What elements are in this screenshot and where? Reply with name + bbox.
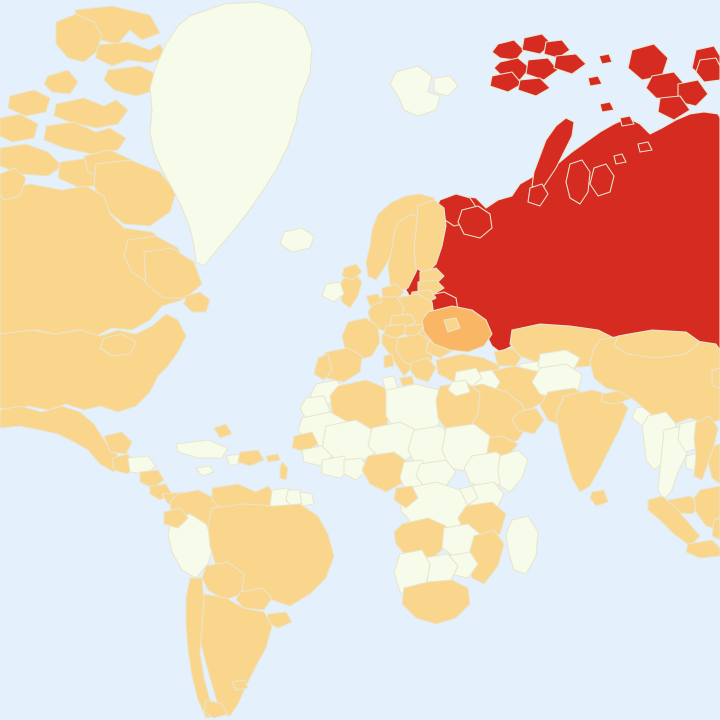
region-honduras[interactable]	[128, 456, 156, 474]
region-arctic-islet-2[interactable]	[588, 76, 602, 86]
region-franz-josef-3[interactable]	[544, 40, 570, 58]
region-lesser-antilles[interactable]	[280, 462, 288, 480]
region-papua-sliver[interactable]	[712, 518, 720, 540]
region-greece[interactable]	[410, 358, 436, 382]
region-borneo[interactable]	[694, 486, 720, 530]
region-estonia[interactable]	[420, 268, 444, 284]
region-newfoundland[interactable]	[184, 292, 210, 312]
region-sardinia[interactable]	[384, 354, 394, 368]
region-gydan[interactable]	[590, 164, 614, 196]
region-arctic-islet-5[interactable]	[638, 142, 652, 152]
region-arctic-islet-1[interactable]	[599, 54, 612, 64]
region-finland[interactable]	[414, 200, 446, 274]
region-denmark[interactable]	[382, 284, 404, 300]
region-myanmar[interactable]	[642, 412, 676, 470]
region-franz-josef-6[interactable]	[554, 54, 586, 74]
region-franz-josef-8[interactable]	[518, 78, 550, 96]
region-svalbard[interactable]	[390, 66, 440, 116]
region-jamaica[interactable]	[196, 466, 214, 476]
region-canada-arctic-10[interactable]	[0, 144, 62, 176]
region-peru[interactable]	[168, 514, 214, 578]
region-canada-arctic-7[interactable]	[54, 98, 128, 128]
region-georgia-caucasus[interactable]	[494, 348, 522, 366]
region-canada-arctic-3[interactable]	[56, 14, 102, 62]
region-austria[interactable]	[384, 324, 410, 338]
region-portugal[interactable]	[314, 354, 332, 380]
region-argentina[interactable]	[196, 594, 272, 716]
region-ireland[interactable]	[322, 282, 344, 302]
region-new-siberian-islands[interactable]	[696, 58, 720, 82]
region-svalbard-east[interactable]	[434, 76, 458, 96]
region-iceland[interactable]	[280, 228, 314, 252]
region-philippines[interactable]	[708, 444, 720, 484]
region-canada-arctic-8[interactable]	[0, 114, 38, 142]
region-yucatan[interactable]	[104, 432, 132, 454]
region-canada-arctic-2[interactable]	[96, 42, 166, 66]
region-dominican-republic[interactable]	[238, 450, 264, 466]
region-french-guiana[interactable]	[300, 492, 314, 506]
region-yamal[interactable]	[566, 160, 590, 204]
region-bahamas[interactable]	[214, 424, 232, 438]
region-mongolia[interactable]	[614, 330, 700, 358]
region-russia-white-sea[interactable]	[458, 206, 492, 238]
region-sri-lanka[interactable]	[590, 490, 608, 506]
region-moldova[interactable]	[444, 318, 460, 332]
region-korea[interactable]	[712, 368, 720, 388]
region-novaya-zemlya-south[interactable]	[528, 184, 548, 206]
region-arctic-islet-6[interactable]	[614, 154, 626, 164]
region-madagascar[interactable]	[506, 516, 538, 574]
region-sumatra[interactable]	[648, 496, 700, 546]
region-gabon[interactable]	[394, 486, 418, 508]
region-greenland[interactable]	[150, 2, 312, 266]
region-cuba[interactable]	[176, 440, 228, 458]
region-franz-josef-5[interactable]	[526, 58, 558, 80]
region-java[interactable]	[686, 540, 720, 558]
region-israel-jordan[interactable]	[448, 380, 470, 396]
region-paraguay[interactable]	[236, 588, 272, 610]
region-novaya-zemlya[interactable]	[532, 118, 574, 192]
region-south-africa[interactable]	[402, 580, 470, 624]
region-arctic-islet-4[interactable]	[620, 116, 634, 126]
region-oman[interactable]	[512, 408, 544, 434]
region-ecuador[interactable]	[164, 508, 188, 528]
region-alaska[interactable]	[0, 168, 26, 200]
region-canada-arctic-4[interactable]	[104, 66, 160, 96]
region-canada-labrador[interactable]	[144, 248, 202, 298]
region-arctic-islet-3[interactable]	[600, 102, 614, 112]
region-canada-arctic-6[interactable]	[8, 90, 50, 116]
region-bolivia[interactable]	[202, 562, 244, 600]
region-somalia[interactable]	[498, 450, 528, 492]
region-niger[interactable]	[368, 422, 420, 462]
region-puerto-rico[interactable]	[266, 454, 280, 462]
region-ghana[interactable]	[344, 458, 368, 480]
region-uk-scotland[interactable]	[342, 264, 362, 280]
region-tierra-del-fuego[interactable]	[204, 700, 228, 718]
region-vietnam[interactable]	[694, 416, 718, 480]
region-nicaragua[interactable]	[140, 470, 164, 488]
region-netherlands[interactable]	[366, 294, 382, 306]
region-canada-arctic-5[interactable]	[44, 70, 78, 94]
region-canada-arctic-9[interactable]	[44, 122, 126, 154]
region-severnaya-zemlya-4[interactable]	[658, 96, 690, 120]
region-falklands[interactable]	[232, 680, 248, 690]
region-franz-josef-7[interactable]	[490, 72, 522, 92]
region-great-lakes-border[interactable]	[100, 334, 136, 356]
region-nigeria[interactable]	[362, 452, 408, 492]
